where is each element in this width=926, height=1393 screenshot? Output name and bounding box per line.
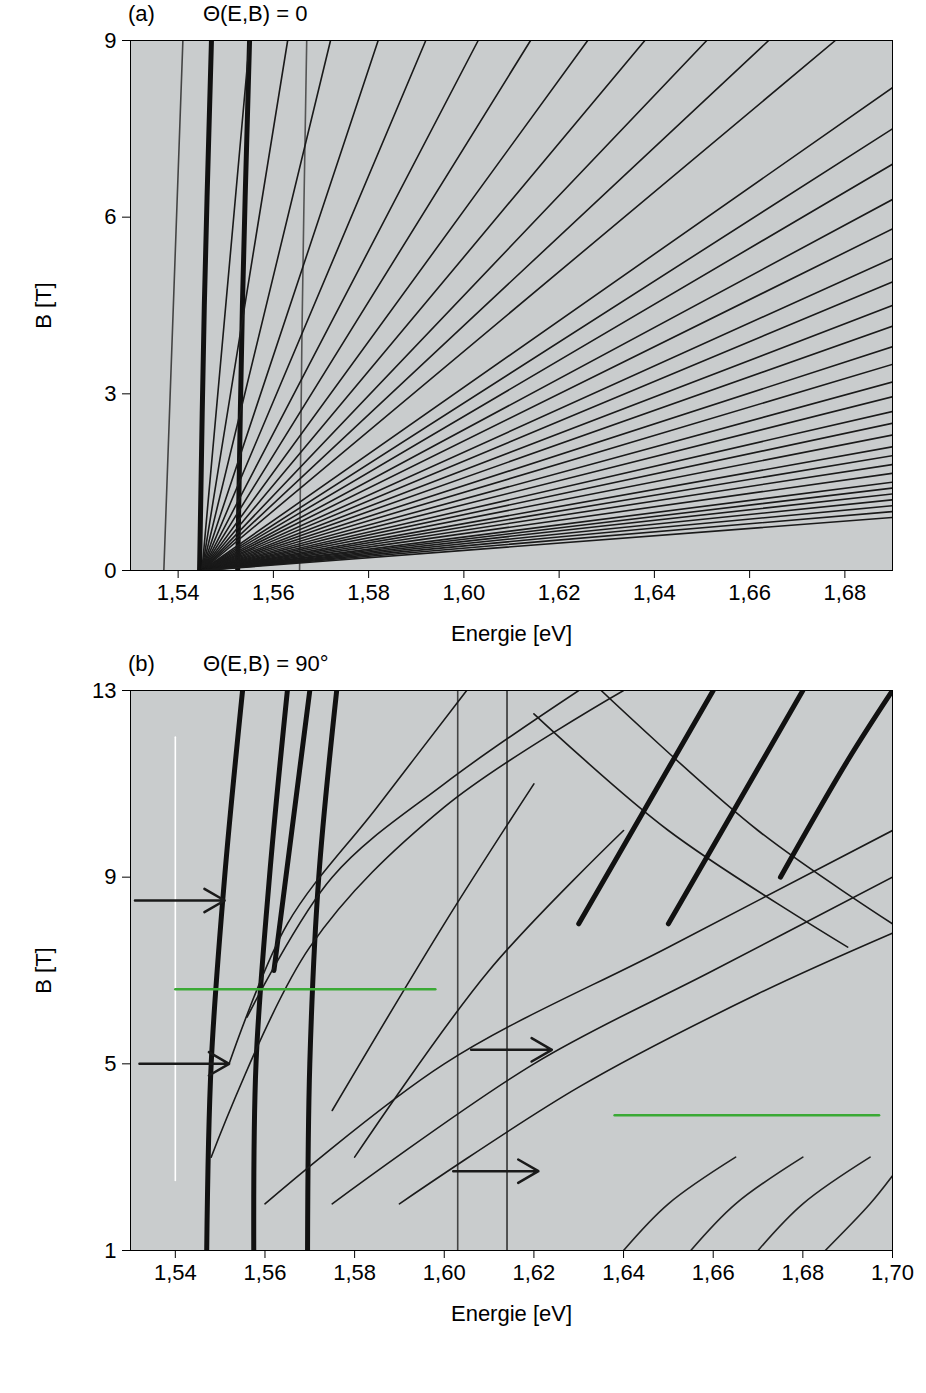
svg-text:1,64: 1,64: [633, 580, 676, 605]
html-text:(a): (a): [128, 1, 155, 26]
svg-text:1,64: 1,64: [602, 1260, 645, 1285]
svg-text:6: 6: [104, 204, 116, 229]
svg-text:5: 5: [104, 1051, 116, 1076]
svg-text:1,56: 1,56: [244, 1260, 287, 1285]
svg-text:Energie [eV]: Energie [eV]: [451, 1301, 572, 1326]
svg-text:1,60: 1,60: [442, 580, 485, 605]
svg-text:9: 9: [104, 28, 116, 53]
svg-text:1,68: 1,68: [781, 1260, 824, 1285]
svg-text:1,62: 1,62: [538, 580, 581, 605]
svg-text:9: 9: [104, 864, 116, 889]
svg-text:1,66: 1,66: [692, 1260, 735, 1285]
svg-text:1,60: 1,60: [423, 1260, 466, 1285]
svg-text:1,66: 1,66: [728, 580, 771, 605]
svg-text:B [T]: B [T]: [31, 947, 56, 993]
html-text:Θ(E,B) = 90°: Θ(E,B) = 90°: [202, 651, 329, 676]
html-text:(b): (b): [128, 651, 155, 676]
svg-text:1,54: 1,54: [157, 580, 200, 605]
svg-text:3: 3: [104, 381, 116, 406]
svg-text:13: 13: [92, 678, 116, 703]
svg-text:1,62: 1,62: [512, 1260, 555, 1285]
svg-text:1,58: 1,58: [333, 1260, 376, 1285]
svg-text:1,70: 1,70: [871, 1260, 914, 1285]
svg-text:1: 1: [104, 1238, 116, 1263]
svg-text:1,68: 1,68: [823, 580, 866, 605]
svg-text:1,54: 1,54: [154, 1260, 197, 1285]
svg-text:B [T]: B [T]: [31, 282, 56, 328]
svg-text:1,58: 1,58: [347, 580, 390, 605]
svg-text:0: 0: [104, 558, 116, 583]
svg-text:Energie [eV]: Energie [eV]: [451, 621, 572, 646]
html-text:Θ(E,B) = 0: Θ(E,B) = 0: [202, 1, 308, 26]
svg-text:1,56: 1,56: [252, 580, 295, 605]
